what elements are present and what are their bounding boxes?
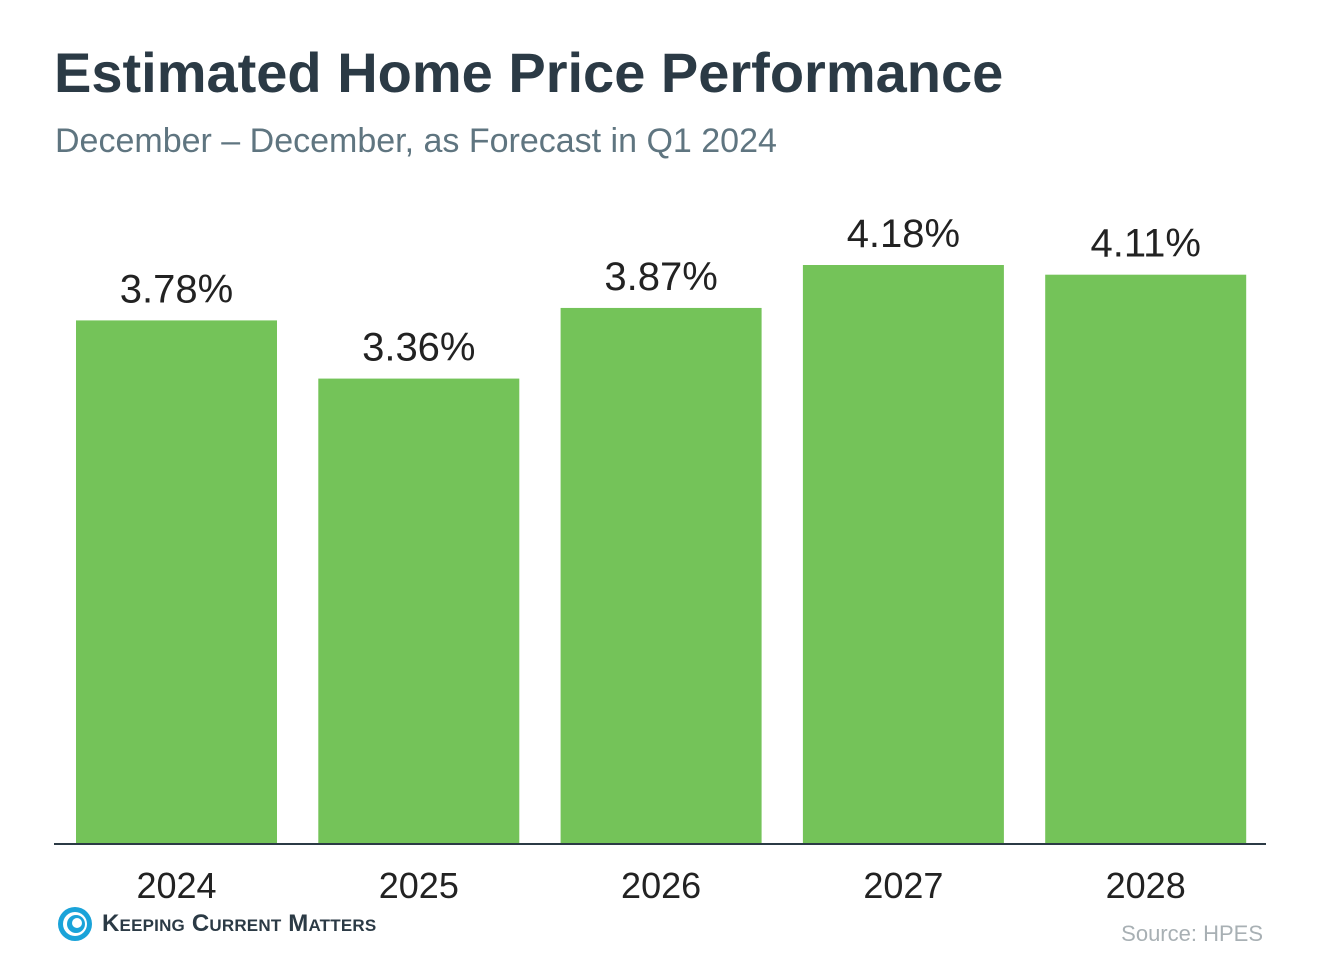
value-label-2028: 4.11% [1090, 222, 1200, 266]
value-label-2024: 3.78% [120, 267, 233, 311]
brand-logo: Keeping Current Matters [57, 906, 376, 942]
source-note: Source: HPES [1121, 921, 1263, 946]
value-label-2027: 4.18% [847, 212, 960, 256]
chart-subtitle: December – December, as Forecast in Q1 2… [55, 122, 777, 160]
chart-title: Estimated Home Price Performance [54, 41, 1004, 104]
x-tick-label-2026: 2026 [621, 865, 701, 906]
x-tick-label-2028: 2028 [1106, 865, 1186, 906]
bar-2026 [560, 307, 762, 844]
value-label-2025: 3.36% [362, 326, 475, 370]
x-tick-label-2027: 2027 [863, 865, 943, 906]
bar-2024 [76, 320, 277, 844]
value-label-2026: 3.87% [604, 255, 717, 299]
bar-2027 [802, 265, 1004, 844]
x-tick-label-2025: 2025 [379, 865, 459, 906]
brand-name: Keeping Current Matters [102, 910, 377, 937]
bar-2028 [1045, 274, 1247, 844]
x-tick-label-2024: 2024 [136, 865, 216, 906]
spiral-logo-icon [58, 907, 92, 941]
bar-2025 [318, 378, 520, 844]
